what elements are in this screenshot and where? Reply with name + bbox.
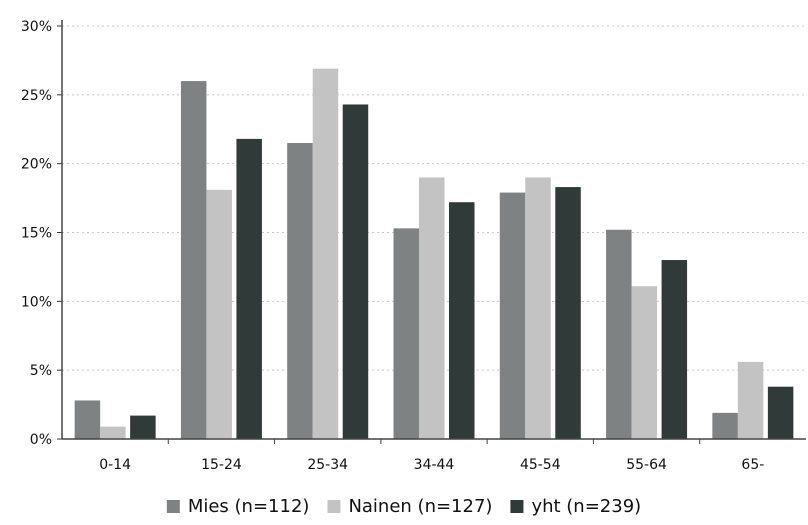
bars: [74, 68, 794, 440]
bar-yht-34-44: [449, 202, 475, 439]
bar-mies-65-: [712, 412, 738, 439]
bar-mies-55-64: [606, 229, 632, 439]
legend-label: Nainen (n=127): [348, 496, 492, 517]
x-tick-label: 65-: [741, 457, 764, 473]
legend-swatch: [327, 500, 341, 513]
x-tick-label: 45-54: [520, 457, 561, 473]
y-axis-ticks: 0% 5% 10% 15% 20% 25% 30%: [21, 19, 62, 448]
bar-nainen-15-24: [206, 189, 232, 439]
bar-mies-25-34: [287, 143, 313, 439]
bar-nainen-34-44: [419, 177, 445, 439]
x-tick-label: 55-64: [626, 457, 667, 473]
y-tick-label: 10%: [21, 294, 52, 310]
bar-yht-25-34: [342, 104, 369, 439]
bar-nainen-45-54: [525, 177, 551, 439]
y-tick-label: 0%: [30, 432, 52, 448]
y-tick-label: 25%: [21, 88, 52, 104]
y-tick-label: 15%: [21, 226, 52, 242]
legend-label: Mies (n=112): [188, 496, 310, 517]
bar-mies-45-54: [499, 192, 526, 439]
bar-yht-65-: [767, 386, 794, 439]
x-tick-label: 25-34: [307, 457, 348, 473]
bar-yht-0-14: [130, 415, 156, 439]
bar-mies-0-14: [74, 400, 101, 439]
bar-mies-34-44: [393, 228, 419, 439]
x-tick-label: 0-14: [99, 457, 131, 473]
bar-nainen-55-64: [631, 286, 658, 439]
legend-swatch: [510, 500, 524, 513]
bar-yht-45-54: [555, 187, 581, 439]
bar-yht-15-24: [236, 138, 262, 440]
y-tick-label: 30%: [21, 19, 52, 35]
x-axis-ticks: 0-14 15-24 25-34 34-44 45-54 55-64 65-: [99, 439, 764, 473]
bar-nainen-65-: [737, 361, 764, 439]
legend: Mies (n=112) Nainen (n=127) yht (n=239): [166, 496, 641, 517]
bar-nainen-25-34: [312, 68, 339, 439]
y-tick-label: 20%: [21, 157, 52, 173]
bar-nainen-0-14: [100, 426, 126, 439]
x-tick-label: 15-24: [201, 457, 242, 473]
bar-yht-55-64: [661, 260, 688, 439]
legend-swatch: [166, 500, 180, 513]
bar-mies-15-24: [180, 81, 207, 440]
y-tick-label: 5%: [30, 363, 52, 379]
legend-label: yht (n=239): [531, 496, 641, 517]
x-tick-label: 34-44: [414, 457, 455, 473]
